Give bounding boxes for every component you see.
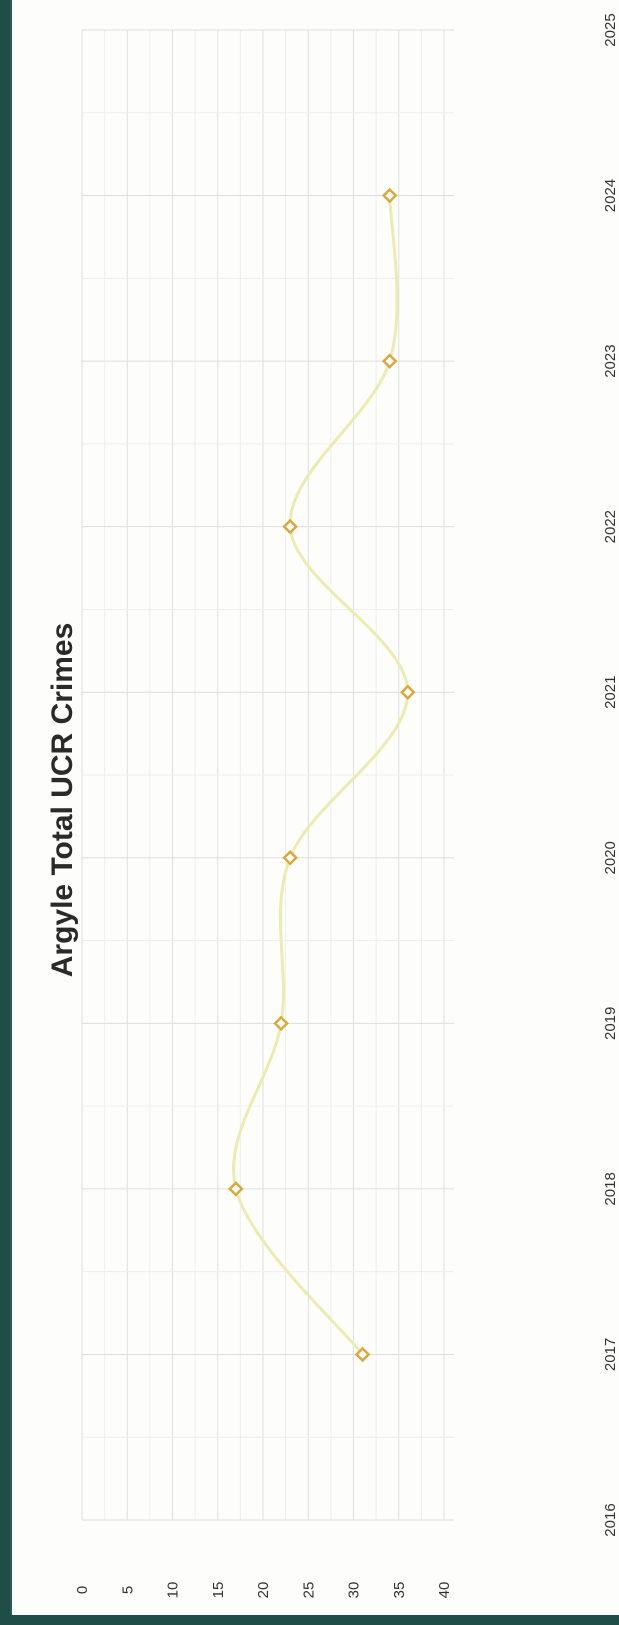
y-tick-label: 35 (391, 1582, 408, 1599)
x-tick-label: 2019 (602, 1007, 619, 1040)
x-tick-label: 2025 (602, 13, 619, 46)
data-point-2018 (228, 1181, 244, 1197)
data-point-2017 (354, 1346, 371, 1363)
x-tick-labels: 2016 2017 2018 2019 2020 2021 2022 2023 2024 2025 (602, 13, 619, 1536)
y-tick-label: 15 (210, 1582, 227, 1599)
x-tick-label: 2022 (602, 510, 619, 543)
data-point-2021 (400, 684, 416, 700)
y-tick-label: 10 (165, 1582, 182, 1599)
y-tick-label: 0 (74, 1586, 91, 1594)
chart-svg: 0 5 10 15 20 25 30 35 40 20162017201820192020202… (46, 13, 619, 1599)
x-tick-label: 2020 (602, 841, 619, 874)
data-point-2024 (381, 187, 398, 204)
y-tick-label: 40 (436, 1582, 453, 1599)
y-tick-labels: 0 5 10 15 20 25 30 35 40 (74, 1582, 453, 1599)
x-tick-label: 2021 (602, 676, 619, 709)
series-markers (228, 187, 416, 1363)
data-point-2020 (282, 850, 298, 866)
x-tick-label: 2016 (602, 1503, 619, 1536)
series-line (232, 195, 410, 1356)
y-tick-label: 5 (119, 1586, 136, 1594)
y-tick-label: 30 (346, 1582, 363, 1599)
data-point-2019 (273, 1015, 289, 1032)
grid-lines (81, 29, 454, 1521)
y-tick-label: 20 (255, 1582, 272, 1599)
data-point-2023 (381, 353, 398, 369)
chart-page: 0 5 10 15 20 25 30 35 40 2016 2017 2018 2019 2020 202… (10, 0, 619, 1615)
x-tick-label: 2024 (602, 179, 619, 212)
x-tick-label: 2023 (602, 344, 619, 377)
x-tick-label: 2018 (602, 1172, 619, 1205)
chart-title: Argyle Total UCR Crimes (46, 623, 79, 978)
y-tick-label: 25 (300, 1582, 317, 1599)
x-tick-label: 2017 (602, 1338, 619, 1371)
data-point-2022 (282, 518, 298, 535)
